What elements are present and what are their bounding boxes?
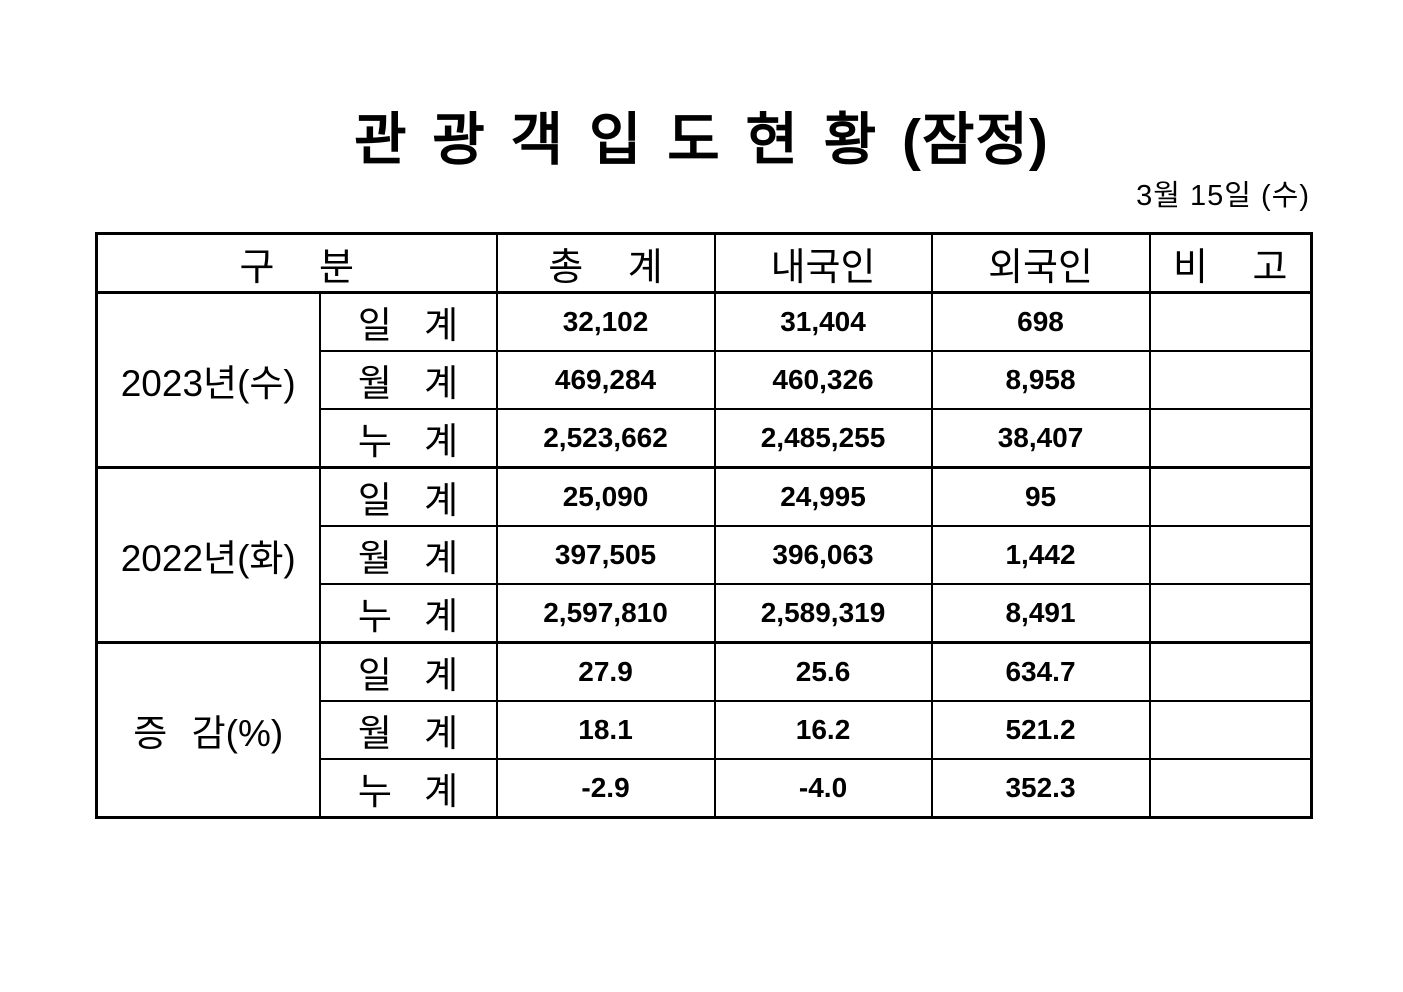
remarks-cell: [1148, 758, 1313, 819]
header-remarks: 비 고: [1148, 232, 1313, 294]
row-label-cell: 월 계: [318, 525, 498, 585]
remarks-cell: [1148, 641, 1313, 702]
header-foreign: 외국인: [930, 232, 1151, 294]
remarks-cell: [1148, 700, 1313, 760]
total-value-cell: 2,523,662: [495, 408, 716, 469]
table-row: 2023년(수) 일 계 32,102 31,404 698: [95, 291, 1313, 469]
foreign-value-cell: 521.2: [930, 700, 1151, 760]
domestic-value-cell: 2,589,319: [713, 583, 933, 644]
remarks-cell: [1148, 408, 1313, 469]
total-value-cell: 2,597,810: [495, 583, 716, 644]
header-domestic: 내국인: [713, 232, 933, 294]
tourist-arrivals-table: 구 분 총 계 내국인 외국인 비 고 2023년(수) 일 계 32,102 …: [95, 232, 1314, 819]
domestic-value-cell: 396,063: [713, 525, 933, 585]
row-label-cell: 누 계: [318, 583, 498, 644]
row-label-cell: 누 계: [318, 408, 498, 469]
foreign-value-cell: 698: [930, 291, 1151, 352]
table-row: 누 계 2,597,810 2,589,319 8,491: [97, 583, 1313, 644]
total-value-cell: 27.9: [495, 641, 716, 702]
domestic-value-cell: 2,485,255: [713, 408, 933, 469]
total-value-cell: 397,505: [495, 525, 716, 585]
year-group-cell: 증 감(%): [95, 641, 321, 819]
domestic-value-cell: 31,404: [713, 291, 933, 352]
domestic-value-cell: 16.2: [713, 700, 933, 760]
table-row: 월 계 469,284 460,326 8,958: [97, 350, 1313, 410]
total-value-cell: 32,102: [495, 291, 716, 352]
table-row: 월 계 18.1 16.2 521.2: [97, 700, 1313, 760]
table-row: 누 계 2,523,662 2,485,255 38,407: [97, 408, 1313, 469]
header-category: 구 분: [95, 232, 498, 294]
year-group-cell: 2022년(화): [95, 466, 321, 644]
arrivals-table-container: 구 분 총 계 내국인 외국인 비 고 2023년(수) 일 계 32,102 …: [95, 232, 1314, 819]
table-row: 누 계 -2.9 -4.0 352.3: [97, 758, 1313, 819]
domestic-value-cell: 25.6: [713, 641, 933, 702]
foreign-value-cell: 1,442: [930, 525, 1151, 585]
table-header-row: 구 분 총 계 내국인 외국인 비 고: [95, 232, 1313, 294]
header-total: 총 계: [495, 232, 716, 294]
year-group-cell: 2023년(수): [95, 291, 321, 469]
remarks-cell: [1148, 583, 1313, 644]
domestic-value-cell: 460,326: [713, 350, 933, 410]
foreign-value-cell: 352.3: [930, 758, 1151, 819]
foreign-value-cell: 634.7: [930, 641, 1151, 702]
domestic-value-cell: 24,995: [713, 466, 933, 527]
total-value-cell: -2.9: [495, 758, 716, 819]
table-row: 2022년(화) 일 계 25,090 24,995 95: [95, 466, 1313, 644]
foreign-value-cell: 38,407: [930, 408, 1151, 469]
row-label-cell: 월 계: [318, 700, 498, 760]
row-label-cell: 일 계: [318, 641, 498, 702]
foreign-value-cell: 95: [930, 466, 1151, 527]
row-label-cell: 월 계: [318, 350, 498, 410]
remarks-cell: [1148, 350, 1313, 410]
table-row: 월 계 397,505 396,063 1,442: [97, 525, 1313, 585]
remarks-cell: [1148, 525, 1313, 585]
remarks-cell: [1148, 466, 1313, 527]
total-value-cell: 25,090: [495, 466, 716, 527]
report-date: 3월 15일 (수): [1136, 180, 1310, 212]
domestic-value-cell: -4.0: [713, 758, 933, 819]
row-label-cell: 일 계: [318, 291, 498, 352]
remarks-cell: [1148, 291, 1313, 352]
total-value-cell: 469,284: [495, 350, 716, 410]
row-label-cell: 일 계: [318, 466, 498, 527]
foreign-value-cell: 8,958: [930, 350, 1151, 410]
table-row: 증 감(%) 일 계 27.9 25.6 634.7: [95, 641, 1313, 819]
page-title: 관 광 객 입 도 현 황 (잠정): [354, 108, 1049, 172]
foreign-value-cell: 8,491: [930, 583, 1151, 644]
total-value-cell: 18.1: [495, 700, 716, 760]
row-label-cell: 누 계: [318, 758, 498, 819]
